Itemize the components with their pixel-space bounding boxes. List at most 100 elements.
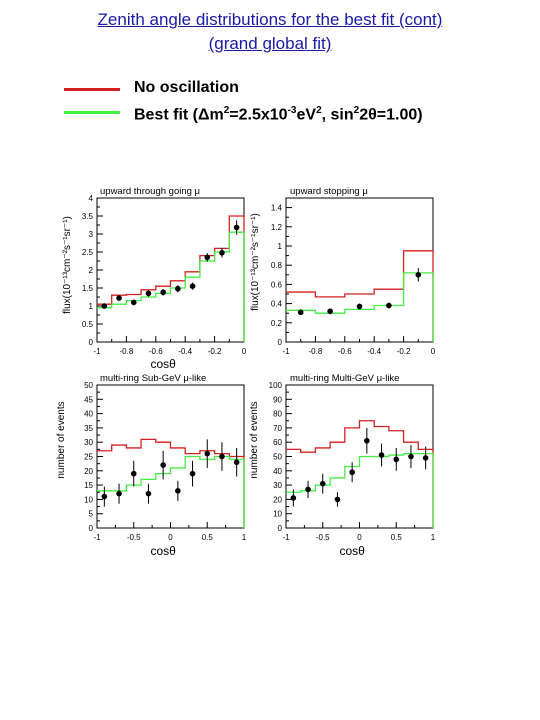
plot-frame-0: [96, 197, 245, 343]
y-tick-label-2-0: 0: [89, 524, 94, 533]
y-tick-label-0-4: 2: [89, 266, 94, 275]
x-tick-label-3-1: -0.5: [316, 533, 330, 542]
y-axis-label-1: flux(10⁻¹³cm⁻²s⁻¹sr⁻¹): [250, 213, 261, 311]
y-tick-label-2-4: 20: [84, 467, 93, 476]
data-point-2-7: [204, 450, 211, 457]
y-tick-label-1-2: 0.4: [271, 300, 283, 309]
data-point-3-3: [334, 496, 341, 503]
data-point-3-4: [349, 469, 355, 476]
y-tick-label-2-5: 25: [84, 453, 93, 462]
y-tick-label-3-10: 100: [269, 381, 283, 390]
data-point-2-9: [233, 459, 240, 466]
y-tick-label-3-6: 60: [273, 438, 282, 447]
y-axis-label-2: number of events: [56, 401, 67, 478]
x-tick-label-0-3: -0.4: [178, 347, 192, 356]
y-tick-label-1-4: 0.8: [271, 261, 283, 270]
x-tick-label-3-0: -1: [282, 533, 290, 542]
x-tick-label-3-3: 0.5: [391, 533, 403, 542]
data-point-3-1: [305, 486, 311, 493]
y-tick-label-2-3: 15: [84, 481, 93, 490]
data-point-1-4: [415, 272, 422, 278]
data-point-1-1: [327, 308, 333, 315]
x-tick-label-1-1: -0.8: [309, 347, 323, 356]
x-tick-label-2-0: -1: [93, 533, 101, 542]
y-tick-label-1-0: 0: [278, 338, 283, 347]
x-tick-label-0-2: -0.6: [149, 347, 163, 356]
no-oscillation-histogram-2: [97, 438, 245, 528]
x-tick-label-1-4: -0.2: [397, 347, 411, 356]
data-point-2-8: [219, 453, 225, 460]
data-point-1-2: [356, 303, 363, 310]
data-point-3-9: [422, 455, 429, 461]
y-tick-label-0-7: 3.5: [82, 212, 94, 221]
x-tick-label-1-3: -0.4: [367, 347, 381, 356]
data-point-0-8: [219, 249, 225, 256]
y-tick-label-0-2: 1: [89, 302, 94, 311]
data-point-0-5: [175, 285, 181, 292]
x-tick-label-0-1: -0.8: [120, 347, 134, 356]
plot-title-2: multi-ring Sub-GeV μ-like: [100, 373, 206, 384]
y-tick-label-2-7: 35: [84, 424, 93, 433]
data-point-2-3: [145, 490, 152, 497]
y-axis-label-0: flux(10⁻¹³cm⁻²s⁻¹sr⁻¹): [62, 216, 73, 314]
data-point-2-4: [160, 462, 166, 468]
x-tick-label-2-4: 1: [242, 533, 247, 542]
data-point-3-8: [408, 453, 414, 460]
data-point-0-7: [204, 254, 211, 261]
y-tick-label-3-5: 50: [273, 453, 282, 462]
data-point-1-0: [297, 309, 304, 316]
data-point-0-2: [130, 299, 137, 306]
data-point-2-5: [175, 488, 181, 494]
y-tick-label-0-6: 3: [89, 230, 94, 239]
data-point-3-0: [290, 495, 297, 501]
data-point-3-5: [364, 437, 370, 444]
legend-best-fit-label: Best fit (Δm2=2.5x10-3eV2, sin22θ=1.00): [134, 105, 423, 124]
data-point-2-0: [101, 493, 108, 500]
x-tick-label-0-4: -0.2: [208, 347, 222, 356]
y-tick-label-0-5: 2.5: [82, 248, 94, 257]
data-point-2-1: [116, 490, 122, 497]
page-title: Zenith angle distributions for the best …: [97, 10, 443, 29]
x-tick-label-2-3: 0.5: [202, 533, 214, 542]
x-tick-label-0-5: 0: [242, 347, 247, 356]
x-axis-label-3: cosθ: [339, 544, 365, 558]
y-tick-label-1-3: 0.6: [271, 280, 283, 289]
y-tick-label-0-0: 0: [89, 338, 94, 347]
x-tick-label-1-5: 0: [431, 347, 436, 356]
x-tick-label-3-4: 1: [431, 533, 436, 542]
y-tick-label-3-7: 70: [273, 424, 282, 433]
best-fit-histogram-1: [286, 272, 434, 342]
page-subtitle: (grand global fit): [208, 34, 332, 53]
data-point-2-6: [189, 470, 196, 477]
no-oscillation-histogram-1: [286, 250, 434, 342]
y-tick-label-1-1: 0.2: [271, 319, 283, 328]
data-point-0-0: [101, 303, 108, 309]
data-point-3-2: [319, 480, 326, 487]
y-axis-label-3: number of events: [249, 401, 260, 478]
x-axis-label-2: cosθ: [150, 544, 176, 558]
y-tick-label-2-9: 45: [84, 395, 93, 404]
x-tick-label-1-0: -1: [282, 347, 290, 356]
data-point-0-4: [160, 289, 166, 296]
y-tick-label-2-8: 40: [84, 410, 93, 419]
data-point-0-9: [233, 224, 240, 231]
data-point-2-2: [130, 470, 137, 477]
y-tick-label-3-3: 30: [273, 481, 282, 490]
y-tick-label-1-5: 1: [278, 242, 283, 251]
no-oscillation-histogram-3: [286, 420, 434, 528]
legend-red-line: [64, 88, 120, 91]
y-tick-label-1-6: 1.2: [271, 223, 283, 232]
data-point-3-7: [393, 456, 400, 463]
best-fit-histogram-2: [97, 455, 245, 528]
y-tick-label-2-6: 30: [84, 438, 93, 447]
x-tick-label-3-2: 0: [357, 533, 362, 542]
y-tick-label-0-1: 0.5: [82, 320, 94, 329]
data-point-0-1: [116, 295, 122, 301]
y-tick-label-3-1: 10: [273, 510, 282, 519]
data-point-0-3: [145, 290, 152, 297]
x-tick-label-2-1: -0.5: [127, 533, 141, 542]
x-tick-label-1-2: -0.6: [338, 347, 352, 356]
data-point-1-3: [386, 302, 392, 309]
y-tick-label-3-2: 20: [273, 495, 282, 504]
